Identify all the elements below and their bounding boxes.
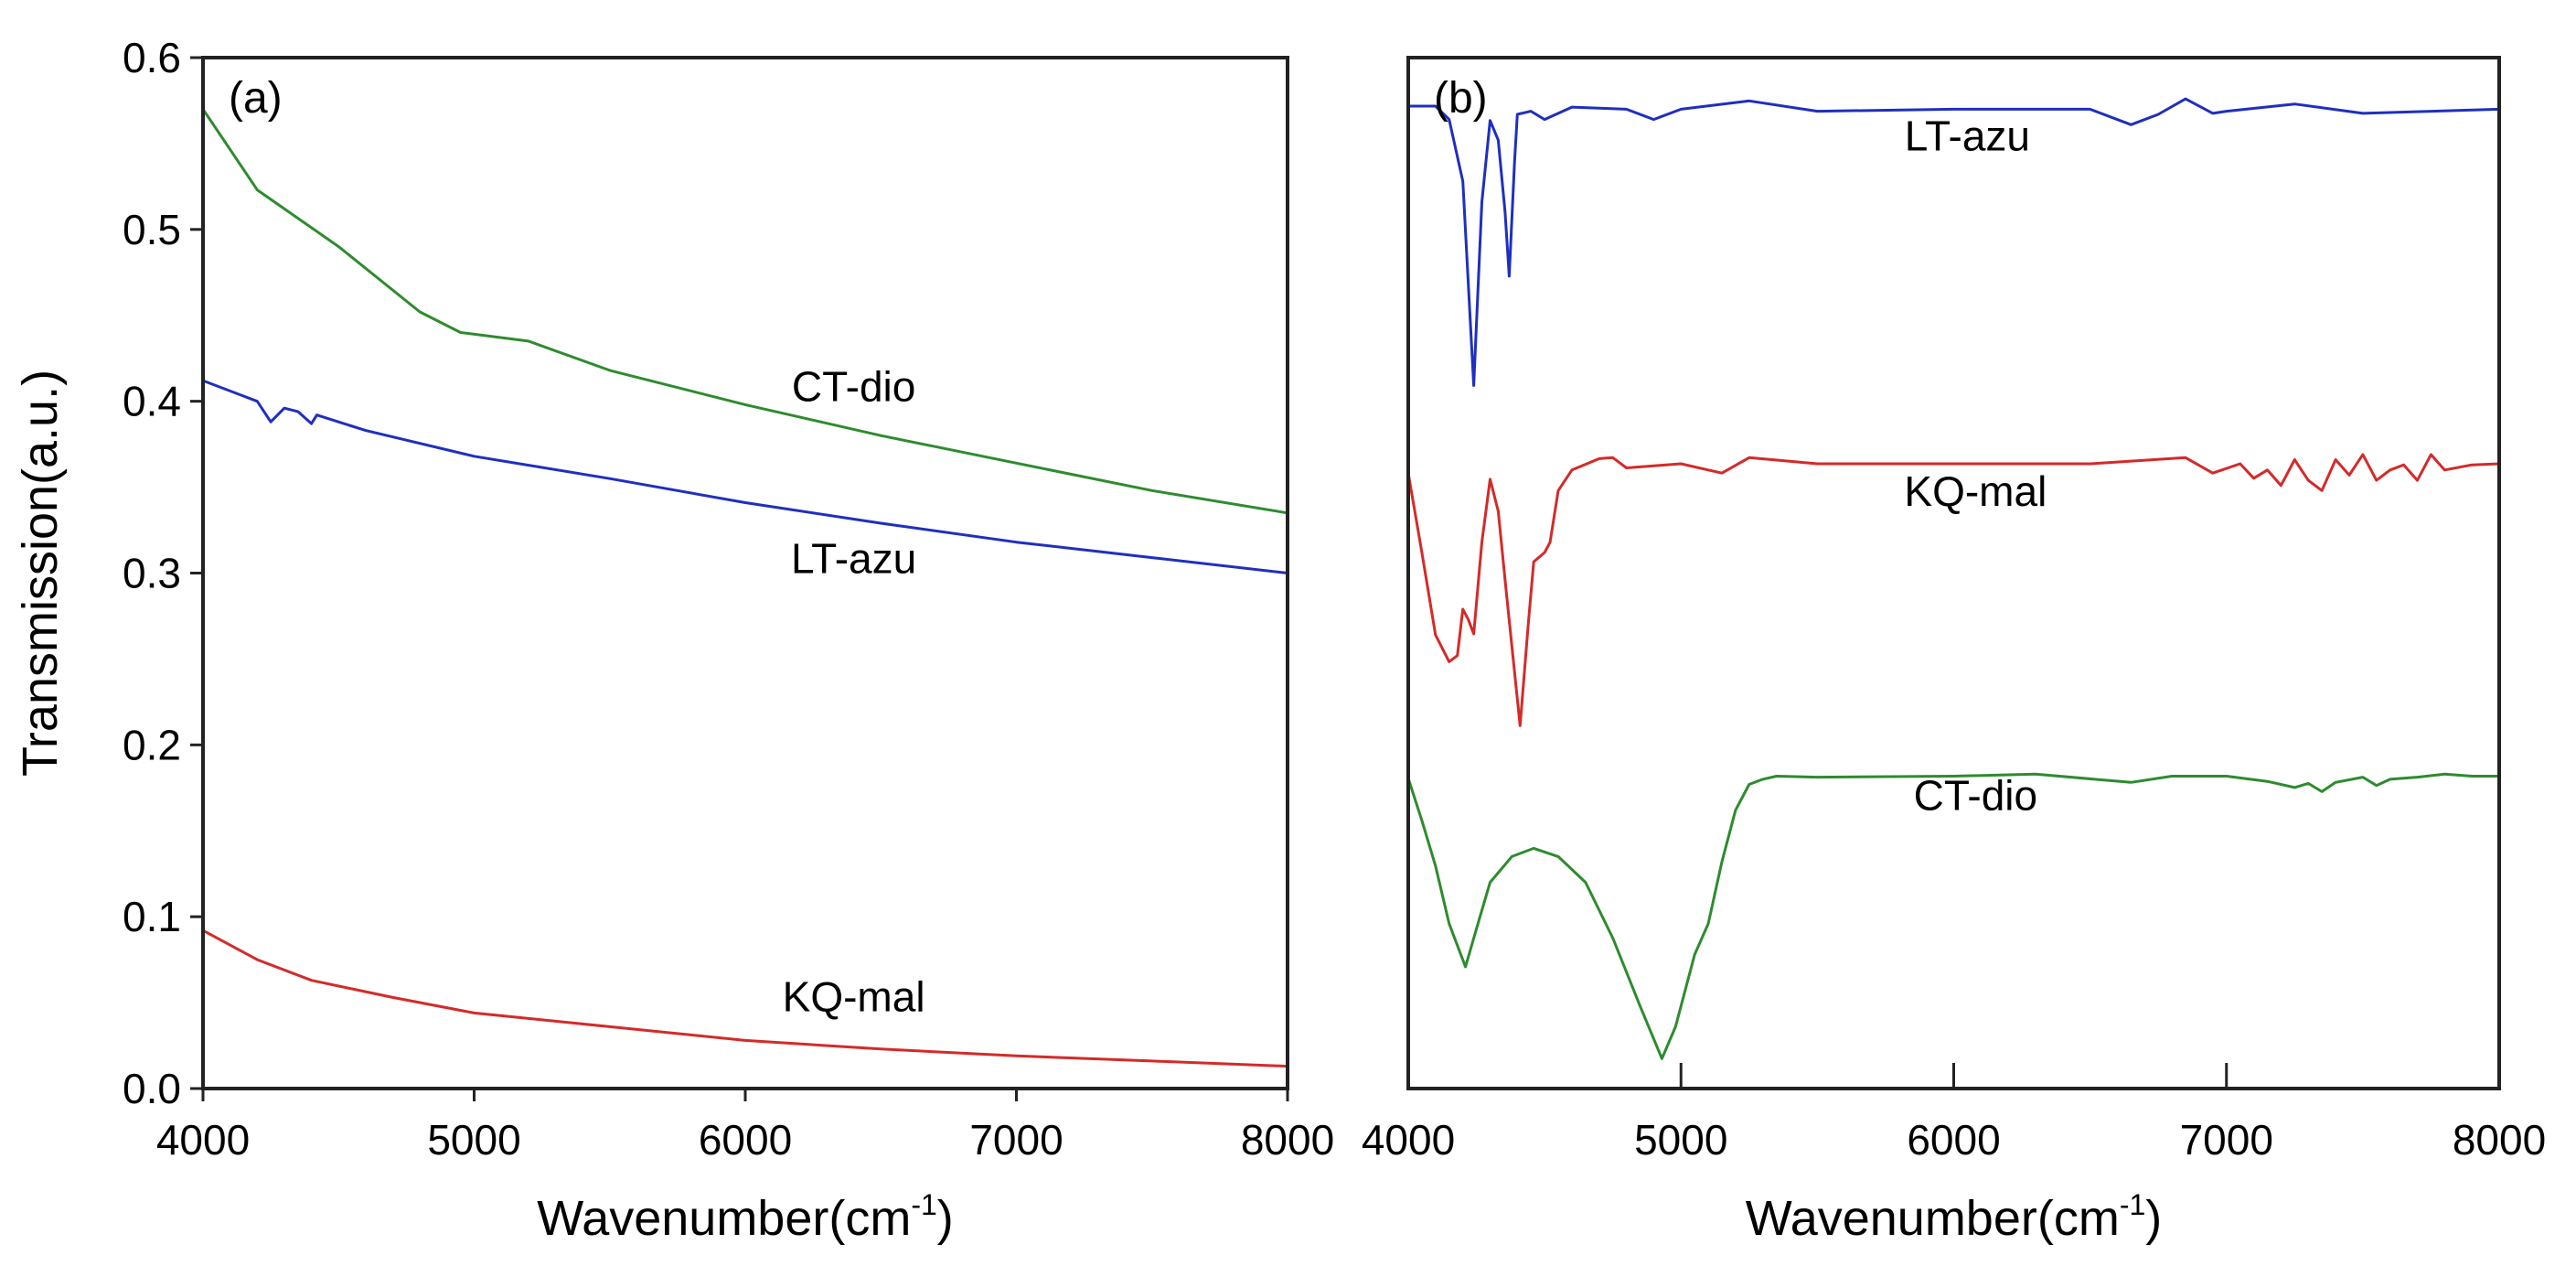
x-tick-label: 8000 (1241, 1116, 1334, 1164)
panel-label: (b) (1434, 74, 1488, 123)
x-tick-label: 4000 (1362, 1116, 1455, 1164)
x-tick-label: 5000 (1634, 1116, 1727, 1164)
x-tick-label: 8000 (2453, 1116, 2546, 1164)
y-tick-label: 0.1 (123, 893, 181, 940)
x-axis-title-main: Wavenumber(cm (1746, 1191, 2120, 1246)
y-tick-label: 0.4 (123, 378, 181, 425)
series-annotation: LT-azu (791, 535, 916, 583)
plot-frame (1406, 56, 2501, 1090)
y-axis-title: Transmission(a.u.) (13, 370, 68, 777)
series-line-ct-dio (201, 108, 1288, 515)
series-annotation: CT-dio (1914, 772, 2037, 820)
y-tick-label: 0.3 (123, 550, 181, 597)
x-axis-title-superscript: -1 (2120, 1188, 2145, 1221)
series-line-kq-mal (202, 928, 1288, 1068)
x-tick-label: 7000 (2180, 1116, 2273, 1164)
y-tick-label: 0.0 (123, 1065, 181, 1112)
series-annotation: KQ-mal (1904, 467, 2047, 515)
x-axis-title: Wavenumber(cm-1) (1746, 1188, 2163, 1246)
x-tick-label: 6000 (699, 1116, 792, 1164)
series-line-lt-azu (1408, 97, 2500, 387)
plot-frame (201, 56, 1289, 1090)
panel-label: (a) (229, 74, 283, 123)
series-annotation: LT-azu (1905, 112, 2030, 159)
y-tick-label: 0.6 (123, 34, 181, 81)
y-tick-label: 0.2 (123, 721, 181, 768)
x-axis-title-superscript: -1 (911, 1188, 936, 1221)
y-tick-label: 0.5 (123, 206, 181, 253)
x-axis-title: Wavenumber(cm-1) (537, 1188, 954, 1246)
x-tick-label: 4000 (156, 1116, 250, 1164)
panel-b: 4000 5000 6000 7000 8000 Wavenumber(cm-1) (b) L… (1362, 56, 2546, 1246)
panel-a: 4000 5000 6000 7000 8000 0.0 0.1 0.2 0.3 0.4 0.5 0.… (13, 34, 1334, 1246)
series-line-lt-azu (202, 379, 1288, 574)
series-annotation: KQ-mal (783, 972, 925, 1020)
x-tick-label: 5000 (427, 1116, 520, 1164)
x-tick-label: 6000 (1907, 1116, 2000, 1164)
series-line-ct-dio (1406, 772, 2499, 1060)
series-annotation: CT-dio (792, 363, 915, 411)
x-tick-label: 7000 (969, 1116, 1063, 1164)
x-axis-title-close: ) (937, 1191, 954, 1246)
x-axis-title-close: ) (2145, 1191, 2162, 1246)
x-axis-title-main: Wavenumber(cm (537, 1191, 911, 1246)
series-line-kq-mal (1406, 453, 2500, 727)
